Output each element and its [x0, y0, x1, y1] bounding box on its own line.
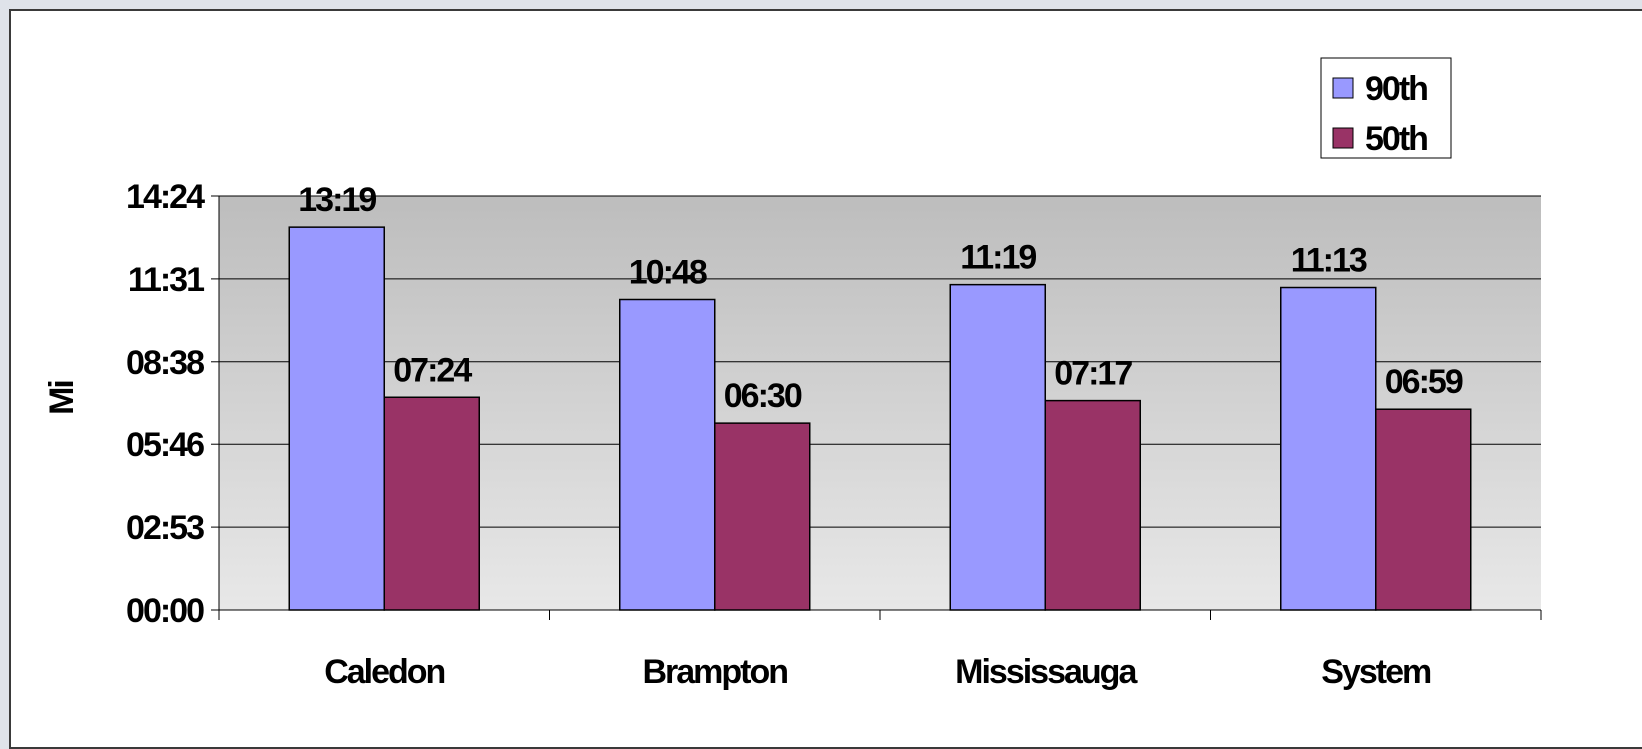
bar-90th	[949, 283, 1046, 611]
bars	[288, 226, 1472, 611]
bar-90th	[288, 226, 385, 611]
y-tick-label: 02:53	[126, 509, 204, 547]
bar-90th	[1280, 286, 1377, 611]
data-label: 11:13	[1291, 242, 1367, 280]
data-label: 07:17	[1054, 355, 1132, 393]
legend: 90th 50th	[1320, 57, 1452, 159]
data-label: 13:19	[298, 181, 376, 219]
axes: 00:00 02:53 05:46 08:38 11:31 14:24 Caledon Bra…	[126, 178, 1542, 691]
y-tick-label: 14:24	[126, 178, 205, 216]
legend-swatch	[1332, 77, 1354, 99]
y-tick-label: 05:46	[126, 426, 204, 464]
data-label: 07:24	[393, 351, 472, 389]
legend-label: 50th	[1365, 120, 1427, 158]
x-category-label: System	[1321, 653, 1431, 691]
x-category-label: Caledon	[324, 653, 444, 691]
data-labels: 13:19 07:24 10:48 06:30 11:19 07:17 11:13 06:59	[298, 181, 1465, 415]
x-category-label: Brampton	[642, 653, 787, 691]
y-axis-title: Mi	[43, 381, 81, 415]
bar-90th	[619, 298, 716, 611]
y-tick-label: 11:31	[128, 261, 204, 299]
bar-50th	[714, 422, 811, 611]
bar-50th	[383, 396, 480, 611]
y-tick-label: 08:38	[126, 344, 204, 382]
bar-50th	[1044, 399, 1141, 611]
bar-chart: 00:00 02:53 05:46 08:38 11:31 14:24 Caledon Bra…	[43, 57, 1542, 691]
legend-swatch	[1332, 127, 1354, 149]
y-tick-label: 00:00	[126, 592, 204, 630]
chart-frame: 00:00 02:53 05:46 08:38 11:31 14:24 Caledon Bra…	[9, 9, 1642, 749]
data-label: 11:19	[960, 239, 1036, 277]
data-label: 10:48	[629, 254, 707, 292]
x-category-label: Mississauga	[955, 653, 1138, 691]
bar-50th	[1375, 408, 1472, 611]
legend-label: 90th	[1365, 70, 1427, 108]
data-label: 06:59	[1385, 363, 1463, 401]
data-label: 06:30	[724, 377, 802, 415]
